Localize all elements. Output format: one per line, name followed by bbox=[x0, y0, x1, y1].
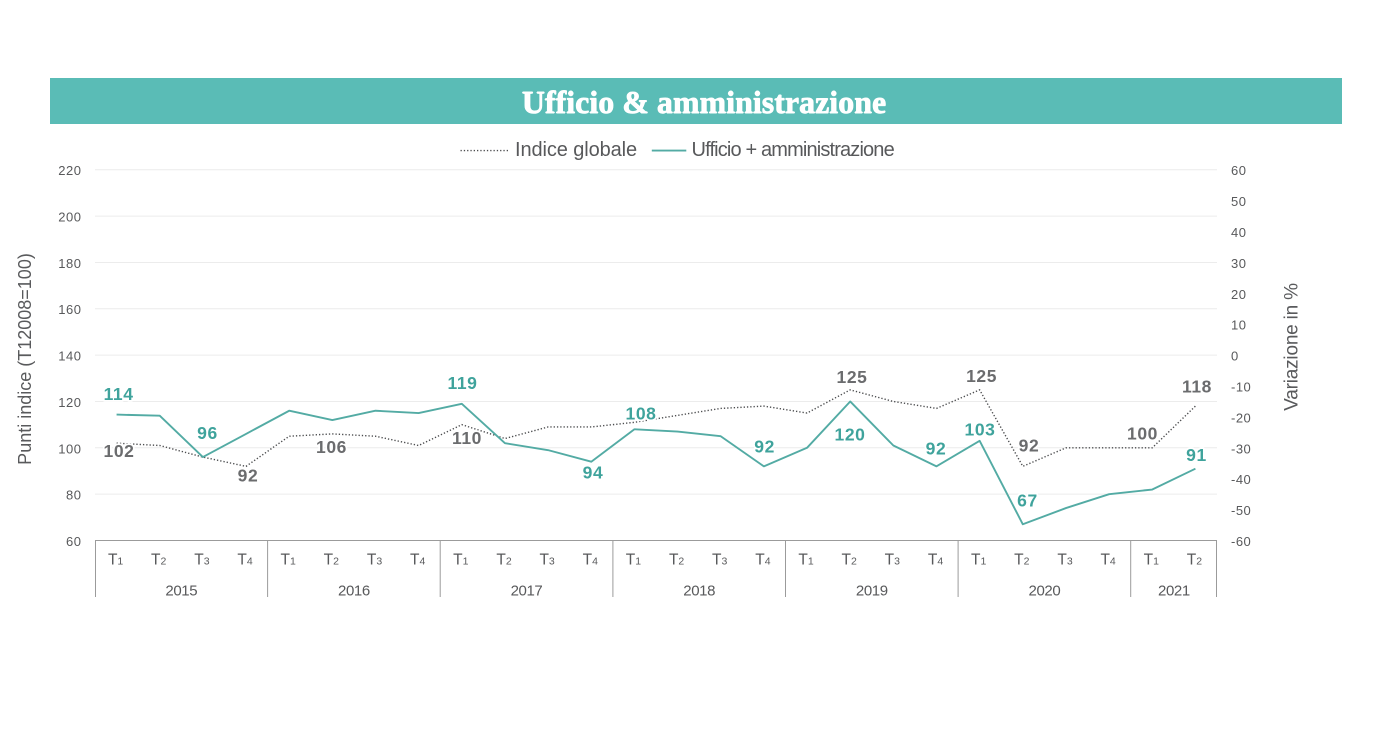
svg-text:119: 119 bbox=[447, 373, 477, 393]
svg-text:140: 140 bbox=[58, 349, 81, 364]
svg-text:80: 80 bbox=[66, 488, 81, 503]
svg-text:110: 110 bbox=[452, 428, 482, 448]
svg-text:2020: 2020 bbox=[1029, 582, 1061, 599]
svg-text:T4: T4 bbox=[583, 552, 598, 569]
svg-text:-20: -20 bbox=[1231, 410, 1251, 425]
svg-text:-10: -10 bbox=[1231, 379, 1251, 394]
svg-text:60: 60 bbox=[1231, 163, 1246, 178]
svg-text:T2: T2 bbox=[669, 552, 684, 569]
svg-text:T3: T3 bbox=[539, 552, 554, 569]
svg-text:T1: T1 bbox=[626, 552, 641, 569]
svg-text:-30: -30 bbox=[1231, 441, 1251, 456]
svg-text:120: 120 bbox=[58, 395, 81, 410]
svg-text:91: 91 bbox=[1186, 445, 1207, 465]
svg-text:T4: T4 bbox=[928, 552, 943, 569]
svg-text:67: 67 bbox=[1017, 491, 1038, 511]
svg-text:T1: T1 bbox=[971, 552, 986, 569]
svg-text:10: 10 bbox=[1231, 318, 1246, 333]
svg-text:T2: T2 bbox=[1187, 552, 1202, 569]
svg-text:T4: T4 bbox=[1100, 552, 1115, 569]
svg-text:2018: 2018 bbox=[683, 582, 715, 599]
svg-text:T3: T3 bbox=[367, 552, 382, 569]
svg-text:T3: T3 bbox=[712, 552, 727, 569]
svg-text:220: 220 bbox=[58, 163, 81, 178]
svg-text:100: 100 bbox=[58, 441, 81, 456]
svg-text:T4: T4 bbox=[755, 552, 770, 569]
svg-text:30: 30 bbox=[1231, 256, 1246, 271]
svg-text:100: 100 bbox=[1127, 423, 1158, 443]
svg-text:-40: -40 bbox=[1231, 472, 1251, 487]
svg-text:92: 92 bbox=[926, 438, 947, 458]
svg-text:T2: T2 bbox=[1014, 552, 1029, 569]
svg-text:-60: -60 bbox=[1231, 534, 1251, 549]
svg-text:108: 108 bbox=[626, 403, 657, 423]
svg-text:106: 106 bbox=[316, 437, 347, 457]
svg-text:T3: T3 bbox=[1057, 552, 1072, 569]
svg-text:20: 20 bbox=[1231, 287, 1246, 302]
svg-text:92: 92 bbox=[754, 437, 775, 457]
svg-text:2019: 2019 bbox=[856, 582, 888, 599]
svg-text:T4: T4 bbox=[410, 552, 425, 569]
svg-text:125: 125 bbox=[966, 366, 997, 386]
svg-text:96: 96 bbox=[197, 423, 218, 443]
svg-text:180: 180 bbox=[58, 256, 81, 271]
svg-text:92: 92 bbox=[1019, 436, 1040, 456]
svg-text:-50: -50 bbox=[1231, 503, 1251, 518]
svg-text:Punti indice (T12008=100): Punti indice (T12008=100) bbox=[15, 253, 35, 465]
svg-text:2015: 2015 bbox=[165, 582, 197, 599]
svg-text:T2: T2 bbox=[496, 552, 511, 569]
svg-text:103: 103 bbox=[965, 420, 996, 440]
svg-text:120: 120 bbox=[835, 425, 866, 445]
svg-text:0: 0 bbox=[1231, 349, 1239, 364]
svg-text:T1: T1 bbox=[453, 552, 468, 569]
svg-text:92: 92 bbox=[238, 466, 259, 486]
svg-text:40: 40 bbox=[1231, 225, 1246, 240]
svg-text:160: 160 bbox=[58, 302, 81, 317]
svg-text:125: 125 bbox=[837, 367, 868, 387]
svg-text:200: 200 bbox=[58, 210, 81, 225]
svg-text:94: 94 bbox=[583, 462, 604, 482]
svg-text:T2: T2 bbox=[842, 552, 857, 569]
svg-text:T1: T1 bbox=[1144, 552, 1159, 569]
svg-text:102: 102 bbox=[104, 441, 135, 461]
svg-text:Variazione in %: Variazione in % bbox=[1282, 283, 1303, 411]
svg-text:T2: T2 bbox=[324, 552, 339, 569]
svg-text:2021: 2021 bbox=[1158, 582, 1190, 599]
svg-text:T4: T4 bbox=[237, 552, 252, 569]
svg-text:2016: 2016 bbox=[338, 582, 370, 599]
svg-text:2017: 2017 bbox=[511, 582, 543, 599]
svg-text:T1: T1 bbox=[798, 552, 813, 569]
svg-text:60: 60 bbox=[66, 534, 81, 549]
svg-text:118: 118 bbox=[1182, 377, 1212, 397]
svg-text:T1: T1 bbox=[281, 552, 296, 569]
svg-text:50: 50 bbox=[1231, 194, 1246, 209]
svg-text:T2: T2 bbox=[151, 552, 166, 569]
svg-text:T3: T3 bbox=[885, 552, 900, 569]
svg-text:T3: T3 bbox=[194, 552, 209, 569]
svg-text:114: 114 bbox=[104, 384, 134, 404]
svg-text:T1: T1 bbox=[108, 552, 123, 569]
